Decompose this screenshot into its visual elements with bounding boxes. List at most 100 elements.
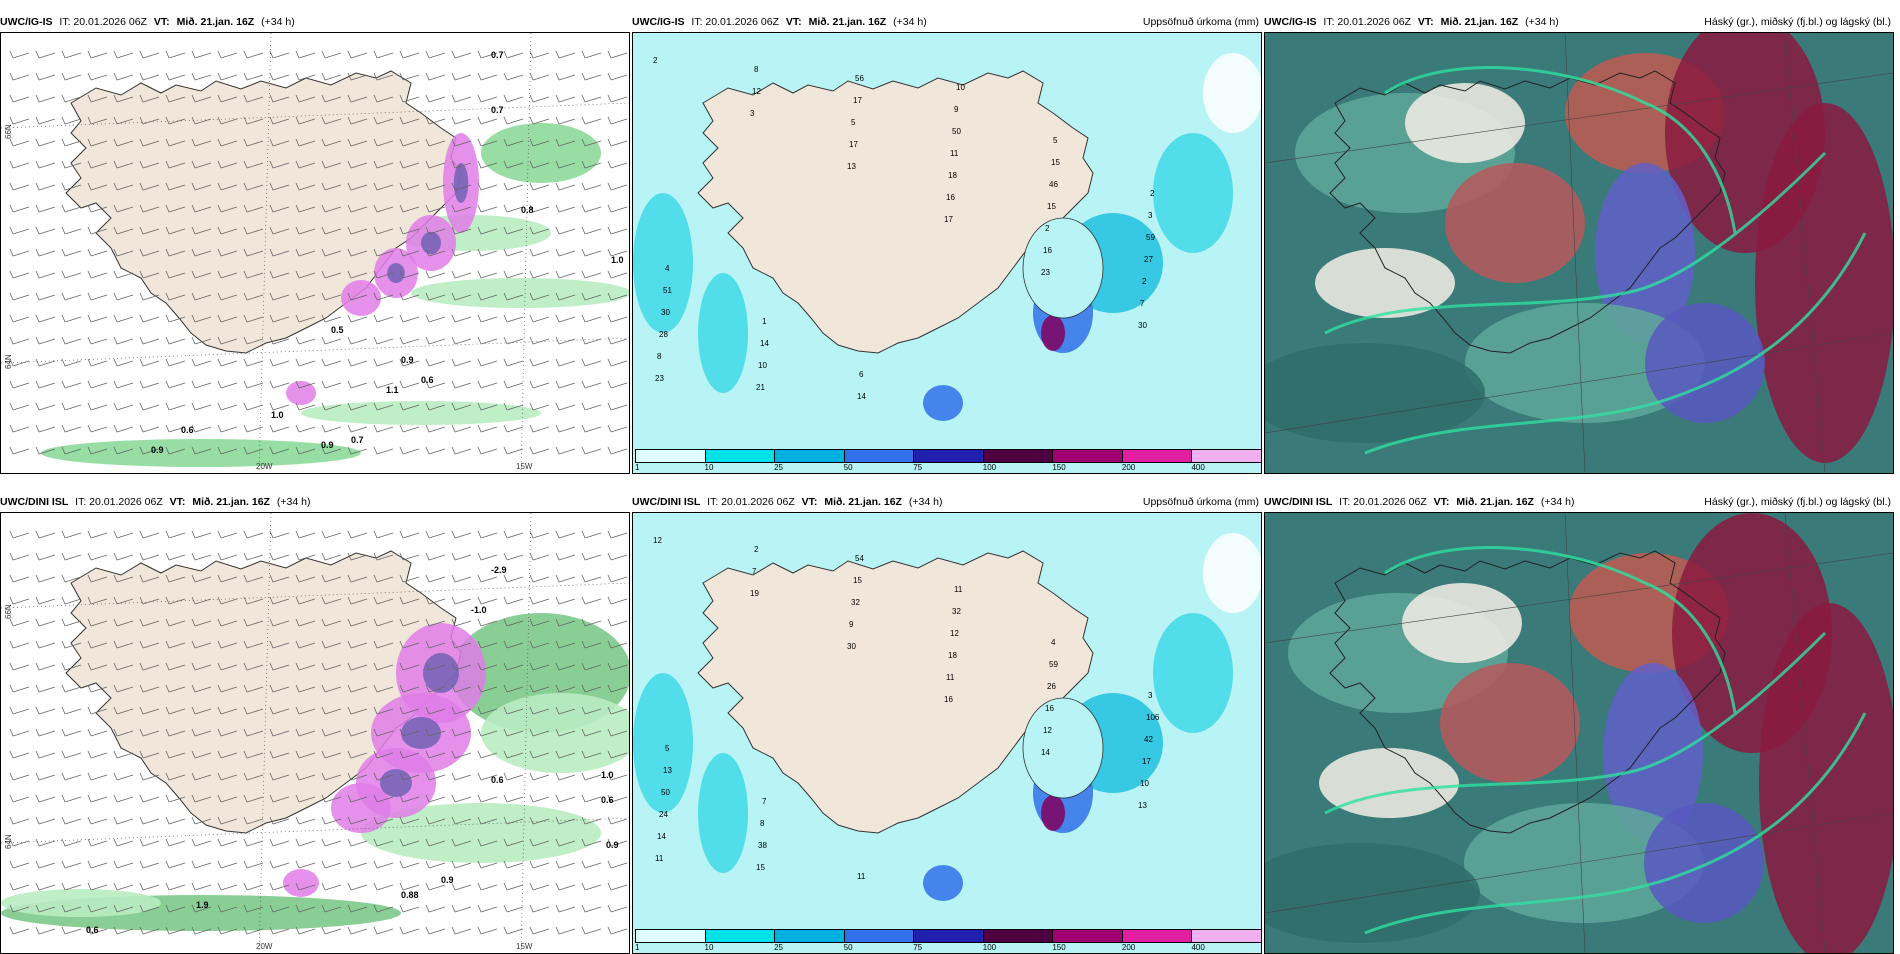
colorbar-tick: 150 <box>1052 463 1066 472</box>
precip-value: 5 <box>851 118 856 127</box>
precip-value: 3 <box>750 109 755 118</box>
wind-value: 0.8 <box>521 205 534 215</box>
precip-value: 17 <box>853 96 862 105</box>
precip-value: 9 <box>954 105 959 114</box>
wind-map: 66N 64N 20W 15W 0.7 0.7 0.9 0.7 0.6 0.9 1.0 0.5 0.9 1… <box>0 32 630 474</box>
precip-value: 12 <box>1043 726 1052 735</box>
precip-value: 21 <box>756 383 765 392</box>
colorbar-tick: 200 <box>1121 943 1136 952</box>
colorbar-tick: 50 <box>843 463 853 472</box>
panel-header: UWC/IG-IS IT: 20.01.2026 06Z VT: Mið. 21… <box>1264 12 1894 32</box>
wind-value-labels: -2.9 -1.0 0.6 1.0 0.9 0.6 0.9 1.9 0.6 0.88 <box>86 565 619 935</box>
lead-time: (+34 h) <box>893 16 927 28</box>
wind-value-labels: 0.7 0.7 0.9 0.7 0.6 0.9 1.0 0.5 0.9 1.1 1.0 0.8 0.6 <box>151 50 624 455</box>
high-cloud-contours <box>1324 546 1867 935</box>
lead-time: (+34 h) <box>261 16 295 28</box>
precip-value: 50 <box>661 788 670 797</box>
precip-value: 7 <box>762 797 767 806</box>
colorbar-tick: 400 <box>1191 463 1205 472</box>
precip-value: 15 <box>1051 158 1060 167</box>
wind-value: 1.9 <box>196 900 209 910</box>
precip-value: 19 <box>750 589 759 598</box>
colorbar-swatch <box>774 929 845 943</box>
precip-value: 51 <box>663 286 672 295</box>
panel-variable-title: Uppsöfnuð úrkoma (mm) <box>1142 496 1259 508</box>
axis-label: 64N <box>4 834 13 849</box>
wind-barbs <box>9 50 628 455</box>
colorbar-swatch <box>982 929 1054 943</box>
precip-svg: 1219301614131179111210142321816172415151… <box>633 513 1261 953</box>
colorbar-tick: 400 <box>1191 943 1205 952</box>
init-time: IT: 20.01.2026 06Z <box>691 16 779 28</box>
precip-value: 32 <box>851 598 860 607</box>
axis-label: 15W <box>516 462 533 471</box>
wind-map: 66N 64N 20W 15W -2.9 -1.0 0.6 1.0 0.9 0.6 0.9 1.9 0.… <box>0 512 630 954</box>
land-iceland <box>697 70 1094 354</box>
lead-time: (+34 h) <box>908 496 943 508</box>
init-time: IT: 20.01.2026 06Z <box>59 16 147 28</box>
lead-time: (+34 h) <box>1525 16 1559 28</box>
panel-wind-igis: UWC/IG-IS IT: 20.01.2026 06Z VT: Mið. 21… <box>0 12 630 474</box>
precip-value: 2 <box>1142 277 1147 286</box>
colorbar-swatch <box>635 449 706 463</box>
panel-precip-igis: UWC/IG-IS IT: 20.01.2026 06Z VT: Mið. 21… <box>632 12 1262 474</box>
precip-colorbar: 1 10 25 50 75 100 150 200 400 <box>635 449 1261 472</box>
precip-value: 17 <box>1142 757 1151 766</box>
colorbar-swatch <box>1121 449 1193 463</box>
wind-value: 0.7 <box>491 50 504 60</box>
colorbar-swatch <box>704 929 776 943</box>
graticule <box>1 33 629 473</box>
high-cloud-contours <box>1324 66 1867 455</box>
colorbar-swatch <box>913 449 984 463</box>
precip-value: 8 <box>657 352 662 361</box>
valid-time: Mið. 21.jan. 16Z <box>1456 496 1534 508</box>
wind-value: 1.0 <box>611 255 624 265</box>
cloud-map <box>1264 512 1894 954</box>
wind-value: 0.6 <box>181 425 194 435</box>
colorbar-tick: 200 <box>1121 463 1136 472</box>
panel-header: UWC/IG-IS IT: 20.01.2026 06Z VT: Mið. 21… <box>0 12 630 32</box>
precip-value: 24 <box>659 810 668 819</box>
panel-header: UWC/DINI ISL IT: 20.01.2026 06Z VT: Mið.… <box>0 492 630 512</box>
colorbar-swatch <box>982 449 1054 463</box>
panel-variable-title: Háský (gr.), miðský (fj.bl.) og lágský (… <box>1704 16 1891 28</box>
valid-label: VT: <box>1433 496 1450 508</box>
precip-value: 59 <box>1146 233 1155 242</box>
model-name: UWC/DINI ISL <box>1264 496 1333 508</box>
precip-value: 6 <box>859 370 864 379</box>
precip-value: 30 <box>661 308 670 317</box>
precip-value: 3 <box>1148 691 1153 700</box>
precip-value: 1 <box>762 317 767 326</box>
precip-value-labels: 2313172330231217161678851822282117111527… <box>653 56 1155 401</box>
precip-value: 23 <box>1041 268 1050 277</box>
axis-label: 64N <box>4 354 13 369</box>
precip-value: 11 <box>655 854 664 863</box>
colorbar-tick: 75 <box>913 943 923 952</box>
axis-label: 15W <box>516 942 533 951</box>
precip-value: 2 <box>1150 189 1155 198</box>
precip-value: 5 <box>1053 136 1058 145</box>
colorbar-swatch <box>635 929 706 943</box>
model-name: UWC/IG-IS <box>632 16 685 28</box>
axis-label: 66N <box>4 604 13 619</box>
precip-value: 3 <box>1148 211 1153 220</box>
wind-barbs <box>9 530 628 935</box>
precip-value: 13 <box>847 162 856 171</box>
model-name: UWC/DINI ISL <box>632 496 701 508</box>
precip-value: 17 <box>849 140 858 149</box>
colorbar-tick: 100 <box>982 943 997 952</box>
precip-value: 26 <box>1047 682 1056 691</box>
panel-wind-dini: UWC/DINI ISL IT: 20.01.2026 06Z VT: Mið.… <box>0 492 630 954</box>
wind-value: 0.9 <box>401 355 414 365</box>
precip-value: 13 <box>663 766 672 775</box>
precip-value: 18 <box>948 171 957 180</box>
precip-value: 106 <box>1146 713 1160 722</box>
precip-value: 16 <box>1043 246 1052 255</box>
wind-value: 1.0 <box>271 410 284 420</box>
panel-header: UWC/IG-IS IT: 20.01.2026 06Z VT: Mið. 21… <box>632 12 1262 32</box>
precip-value: 54 <box>855 554 864 563</box>
cloud-svg <box>1265 33 1893 473</box>
precip-map: 12 19 30 16 14 13 11 7 9 11 12 10 14 2 32 18 16 17 24 15 15 1… <box>632 512 1262 954</box>
wind-value: 0.9 <box>441 875 454 885</box>
wind-value: 1.0 <box>601 770 614 780</box>
